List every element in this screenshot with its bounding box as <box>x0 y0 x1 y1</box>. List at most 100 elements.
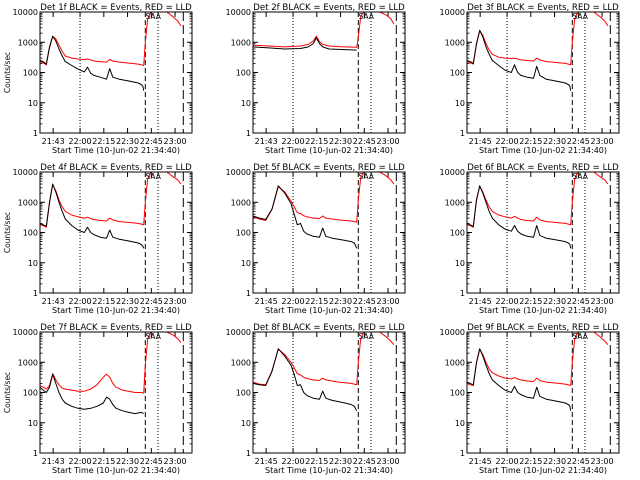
chart-panel: Det 2f BLACK = Events, RED = LLD 1 10 100 10… <box>226 3 406 155</box>
y-tick-label: 10000 <box>13 8 38 17</box>
x-tick-label: 22:15 <box>92 457 115 466</box>
y-tick-label: 10 <box>241 99 251 108</box>
y-tick-label: 100 <box>450 69 465 78</box>
x-axis-label: Start Time (10-Jun-02 21:34:40) <box>52 306 180 315</box>
x-tick-label: 22:30 <box>543 297 566 306</box>
x-tick-label: 22:30 <box>543 457 566 466</box>
x-tick-label: 23:00 <box>377 457 400 466</box>
x-tick-label: 22:45 <box>353 457 376 466</box>
x-tick-label: 23:00 <box>591 297 614 306</box>
y-axis-label: Counts/sec <box>3 212 12 253</box>
y-tick-label: 1000 <box>445 358 465 367</box>
x-tick-label: 22:15 <box>519 457 542 466</box>
events-series-line <box>466 348 572 411</box>
x-tick-label: 22:00 <box>496 297 519 306</box>
x-tick-label: 23:00 <box>377 297 400 306</box>
plot-frame <box>252 171 406 294</box>
x-tick-label: 22:00 <box>282 297 305 306</box>
y-tick-label: 10 <box>455 99 465 108</box>
y-tick-label: 1 <box>460 289 465 298</box>
x-tick-label: 23:00 <box>164 137 187 146</box>
y-tick-label: 1000 <box>18 198 38 207</box>
chart-panel: Det 8f BLACK = Events, RED = LLD 1 10 100 10… <box>226 323 406 475</box>
x-tick-label: 22:00 <box>69 297 92 306</box>
y-tick-label: 100 <box>23 69 38 78</box>
plot-frame <box>39 331 193 454</box>
y-tick-label: 1000 <box>445 198 465 207</box>
x-tick-label: 22:45 <box>353 137 376 146</box>
x-tick-label: 21:45 <box>469 137 492 146</box>
x-tick-label: 21:43 <box>255 137 278 146</box>
x-tick-label: 22:30 <box>116 297 139 306</box>
x-tick-label: 22:00 <box>496 137 519 146</box>
x-tick-label: 22:45 <box>567 457 590 466</box>
x-tick-label: 21:43 <box>42 137 65 146</box>
chart-title: Det 6f BLACK = Events, RED = LLD <box>467 163 619 173</box>
events-series-line <box>252 348 358 411</box>
chart-panel: Det 4f BLACK = Events, RED = LLD 1 10 100 10… <box>3 163 193 315</box>
x-tick-label: 21:45 <box>255 297 278 306</box>
x-tick-label: 23:00 <box>377 137 400 146</box>
chart-title: Det 1f BLACK = Events, RED = LLD <box>40 3 192 13</box>
x-tick-label: 22:45 <box>353 297 376 306</box>
y-tick-label: 1000 <box>445 38 465 47</box>
saa-annotation: SAA <box>359 12 375 21</box>
plot-frame <box>39 11 193 134</box>
y-tick-label: 100 <box>236 229 251 238</box>
y-axis-label: Counts/sec <box>3 372 12 413</box>
y-tick-label: 10 <box>455 259 465 268</box>
x-tick-label: 23:00 <box>164 297 187 306</box>
y-tick-label: 1 <box>33 289 38 298</box>
chart-panel: Det 9f BLACK = Events, RED = LLD 1 10 100 10… <box>440 323 620 475</box>
y-tick-label: 100 <box>450 389 465 398</box>
y-tick-label: 100 <box>236 389 251 398</box>
chart-title: Det 2f BLACK = Events, RED = LLD <box>253 3 405 13</box>
x-axis-label: Start Time (10-Jun-02 21:34:40) <box>479 466 607 475</box>
y-tick-label: 100 <box>23 389 38 398</box>
x-tick-label: 21:45 <box>469 457 492 466</box>
events-series-line <box>39 373 144 415</box>
y-tick-label: 1 <box>246 449 251 458</box>
y-tick-label: 10000 <box>226 168 251 177</box>
x-tick-label: 22:15 <box>305 457 328 466</box>
chart-panel: Det 7f BLACK = Events, RED = LLD 1 10 100 10… <box>3 323 193 475</box>
y-tick-label: 1 <box>246 129 251 138</box>
y-tick-label: 100 <box>450 229 465 238</box>
events-series-line <box>466 185 572 249</box>
plot-frame <box>252 11 406 134</box>
events-series-line <box>252 185 358 249</box>
x-tick-label: 22:00 <box>69 137 92 146</box>
saa-annotation: SAA <box>573 332 589 341</box>
plot-frame <box>466 331 620 454</box>
chart-title: Det 4f BLACK = Events, RED = LLD <box>40 163 192 173</box>
x-tick-label: 22:00 <box>69 457 92 466</box>
y-tick-label: 1000 <box>231 198 251 207</box>
y-tick-label: 1000 <box>231 38 251 47</box>
chart-panel: Det 6f BLACK = Events, RED = LLD 1 10 100 10… <box>440 163 620 315</box>
y-tick-label: 10 <box>28 419 38 428</box>
x-tick-label: 22:45 <box>567 297 590 306</box>
y-tick-label: 1000 <box>18 358 38 367</box>
y-tick-label: 10000 <box>13 168 38 177</box>
x-axis-label: Start Time (10-Jun-02 21:34:40) <box>265 306 393 315</box>
plot-frame <box>252 331 406 454</box>
x-tick-label: 23:00 <box>164 457 187 466</box>
events-series-line <box>39 183 145 249</box>
y-tick-label: 10 <box>241 419 251 428</box>
x-axis-label: Start Time (10-Jun-02 21:34:40) <box>479 146 607 155</box>
x-tick-label: 21:43 <box>42 457 65 466</box>
x-axis-label: Start Time (10-Jun-02 21:34:40) <box>52 466 180 475</box>
x-tick-label: 22:15 <box>519 137 542 146</box>
x-tick-label: 22:15 <box>305 137 328 146</box>
y-tick-label: 1000 <box>18 38 38 47</box>
x-tick-label: 22:30 <box>329 457 352 466</box>
x-axis-label: Start Time (10-Jun-02 21:34:40) <box>265 146 393 155</box>
x-tick-label: 22:30 <box>116 457 139 466</box>
y-tick-label: 1 <box>246 289 251 298</box>
y-tick-label: 10 <box>241 259 251 268</box>
saa-annotation: SAA <box>573 172 589 181</box>
chart-panel: Det 1f BLACK = Events, RED = LLD 1 10 100 10… <box>3 3 193 155</box>
y-tick-label: 10000 <box>440 8 465 17</box>
saa-annotation: SAA <box>573 12 589 21</box>
